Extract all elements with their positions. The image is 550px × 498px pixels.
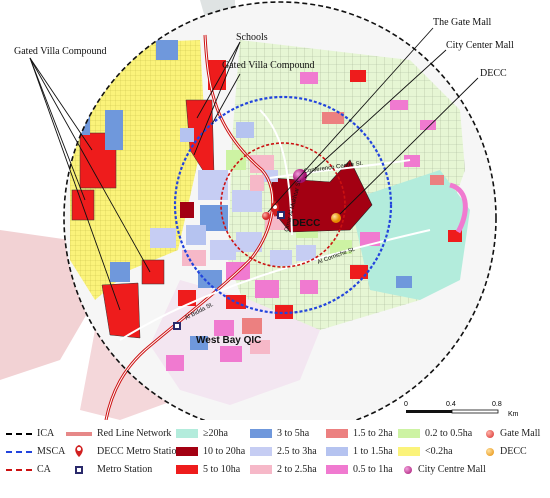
decc-metro-station-marker[interactable] [271,201,279,217]
legend-ca: CA [6,464,51,475]
legend-3-5: 3 to 5ha [250,428,309,439]
legend-label: MSCA [37,446,66,457]
color-swatch [250,429,272,438]
color-swatch [326,465,348,474]
red-line-network [104,34,275,420]
legend-label: 10 to 20ha [203,446,246,457]
legend-label: 5 to 10ha [203,464,241,475]
label-city-center-mall: City Center Mall [446,40,514,51]
legend-label: 2.5 to 3ha [277,446,317,457]
ica-boundary [63,1,497,420]
legend-ica: ICA [6,428,54,439]
legend-label: 0.5 to 1ha [353,464,393,475]
legend-label: Red Line Network [97,428,172,439]
ica-line-swatch [6,432,32,435]
color-swatch [176,447,198,456]
label-decc: DECC [480,68,507,79]
pin-icon [75,445,83,457]
map: Conference Centre St. Omar Al Mukhtar St… [0,0,514,420]
legend-label: 0.2 to 0.5ha [425,428,473,439]
gate-mall-dot-icon [486,429,494,438]
scale-tick-1: 0.4 [446,401,456,408]
metro-station-marker-west-bay[interactable] [173,322,181,330]
legend-10-20: 10 to 20ha [176,446,245,457]
label-schools: Schools [236,32,268,43]
legend-label: City Centre Mall [418,464,486,475]
legend-ge20: ≥20ha [176,428,228,439]
legend-gate-mall: Gate Mall [486,428,540,439]
legend-metro: Metro Station [66,464,152,475]
color-swatch [250,465,272,474]
color-swatch [176,429,198,438]
color-swatch [398,429,420,438]
west-bay-label: West Bay QIC [196,335,261,346]
metro-icon [75,465,83,474]
legend-2-5-3: 2.5 to 3ha [250,446,317,457]
color-swatch [326,447,348,456]
legend-label: ≥20ha [203,428,228,439]
legend-lt-0-2: <0.2ha [398,446,453,457]
msca-boundary [173,95,393,315]
legend-0-5-1: 0.5 to 1ha [326,464,393,475]
legend-2-2-5: 2 to 2.5ha [250,464,317,475]
color-swatch [250,447,272,456]
legend-label: Gate Mall [500,428,541,439]
color-swatch [326,429,348,438]
label-gated-villa-mid: Gated Villa Compound [222,60,315,71]
red-line-swatch [66,432,92,435]
metro-station-marker[interactable] [277,211,285,219]
legend-0-2-0-5: 0.2 to 0.5ha [398,428,472,439]
legend-label: ICA [37,428,55,439]
scale-unit: Km [508,411,519,418]
legend-label: DECC Metro Station [97,445,182,457]
legend-label: CA [37,464,51,475]
msca-line-swatch [6,450,32,453]
scale-bar: 0 0.4 0.8 Km [404,401,519,418]
legend-5-10: 5 to 10ha [176,464,240,475]
city-centre-dot-icon [404,465,412,474]
gate-mall-marker[interactable] [262,212,270,220]
color-swatch [176,465,198,474]
legend-label: 1.5 to 2ha [353,428,393,439]
legend-label: 3 to 5ha [277,428,310,439]
ca-boundary [220,142,346,268]
decc-dot-icon [486,447,494,456]
legend-msca: MSCA [6,446,65,457]
legend-label: 2 to 2.5ha [277,464,317,475]
decc-site-label: DECC [292,218,320,229]
legend-label: DECC [500,446,527,457]
label-gate-mall: The Gate Mall [433,17,492,28]
legend-label: <0.2ha [425,446,453,457]
label-gated-villa-left: Gated Villa Compound [14,46,107,57]
callout-arrows [29,27,479,311]
roads [119,109,431,341]
legend-city-centre: City Centre Mall [398,464,486,475]
scale-tick-2: 0.8 [492,401,502,408]
legend-red-line: Red Line Network [66,428,171,439]
decc-marker[interactable] [331,213,341,223]
legend-1-1-5: 1 to 1.5ha [326,446,393,457]
legend-decc: DECC [486,446,527,457]
legend-label: Metro Station [97,464,153,475]
legend: ICA MSCA CA Red Line Network DECC Metro … [0,422,550,498]
legend-1-5-2: 1.5 to 2ha [326,428,393,439]
scale-tick-0: 0 [404,401,408,408]
ca-line-swatch [6,468,32,471]
legend-decc-metro: DECC Metro Station [66,444,181,458]
legend-label: 1 to 1.5ha [353,446,393,457]
color-swatch [398,447,420,456]
